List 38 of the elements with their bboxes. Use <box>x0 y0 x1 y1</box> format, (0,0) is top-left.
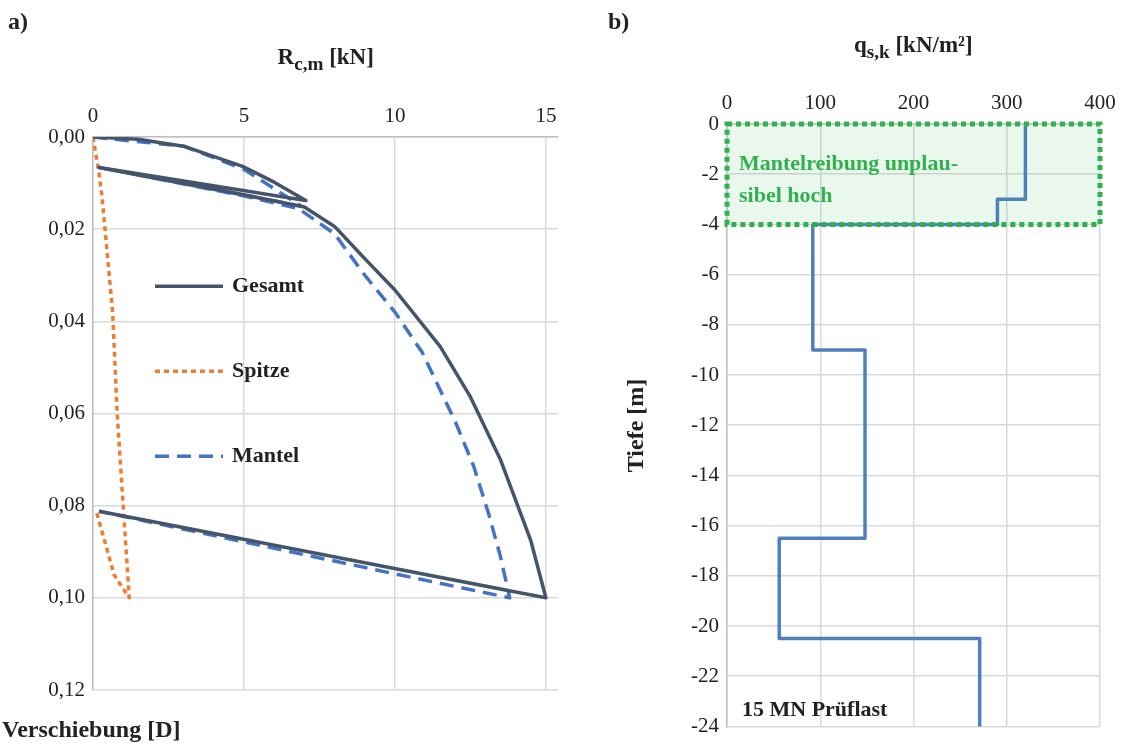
y-tick-label: -22 <box>691 662 719 687</box>
y-tick-label: 0,06 <box>48 400 85 425</box>
x-tick-label: 5 <box>238 102 250 127</box>
y-tick-label: -10 <box>691 361 719 386</box>
line-series <box>93 137 131 600</box>
chart-title: b) <box>608 8 630 35</box>
legend-label: Mantel <box>232 442 300 467</box>
y-axis-title: Verschiebung [D] <box>2 716 181 743</box>
annotation: 15 MN Prüflast <box>742 696 889 722</box>
x-axis-title: q$_{s,k}$ [kN/m²] <box>854 32 973 63</box>
band-label: Mantelreibung unplau- sibel hoch <box>739 149 959 207</box>
y-tick-label: -2 <box>701 160 719 185</box>
x-axis-title: R$_{c,m}$ [kN] <box>277 44 374 75</box>
y-tick-label: 0,12 <box>48 676 85 701</box>
y-tick-label: 0,08 <box>48 492 85 517</box>
x-tick-label: 200 <box>897 89 930 114</box>
x-tick-label: 10 <box>384 102 406 127</box>
y-tick-label: 0,02 <box>48 215 85 240</box>
y-tick-label: 0,04 <box>48 307 86 332</box>
chart-title: a) <box>8 8 28 35</box>
y-tick-label: -4 <box>701 210 720 235</box>
y-tick-label: -18 <box>691 562 719 587</box>
x-tick-label: 15 <box>535 102 557 127</box>
x-tick-label: 100 <box>804 89 836 114</box>
y-tick-label: -6 <box>701 261 719 286</box>
y-tick-label: -12 <box>691 411 719 436</box>
x-tick-label: 300 <box>991 89 1023 114</box>
y-tick-label: -8 <box>701 311 719 336</box>
y-tick-label: 0,00 <box>48 123 85 148</box>
legend-label: Spitze <box>232 357 290 382</box>
legend-label: Gesamt <box>232 272 305 297</box>
y-tick-label: -14 <box>691 461 720 486</box>
y-axis-title: Tiefe [m] <box>622 378 650 472</box>
y-tick-label: -24 <box>691 712 720 737</box>
y-tick-label: -16 <box>691 512 719 537</box>
y-tick-label: -20 <box>691 612 719 637</box>
y-tick-label: 0,10 <box>48 584 85 609</box>
x-tick-label: 400 <box>1084 89 1116 114</box>
